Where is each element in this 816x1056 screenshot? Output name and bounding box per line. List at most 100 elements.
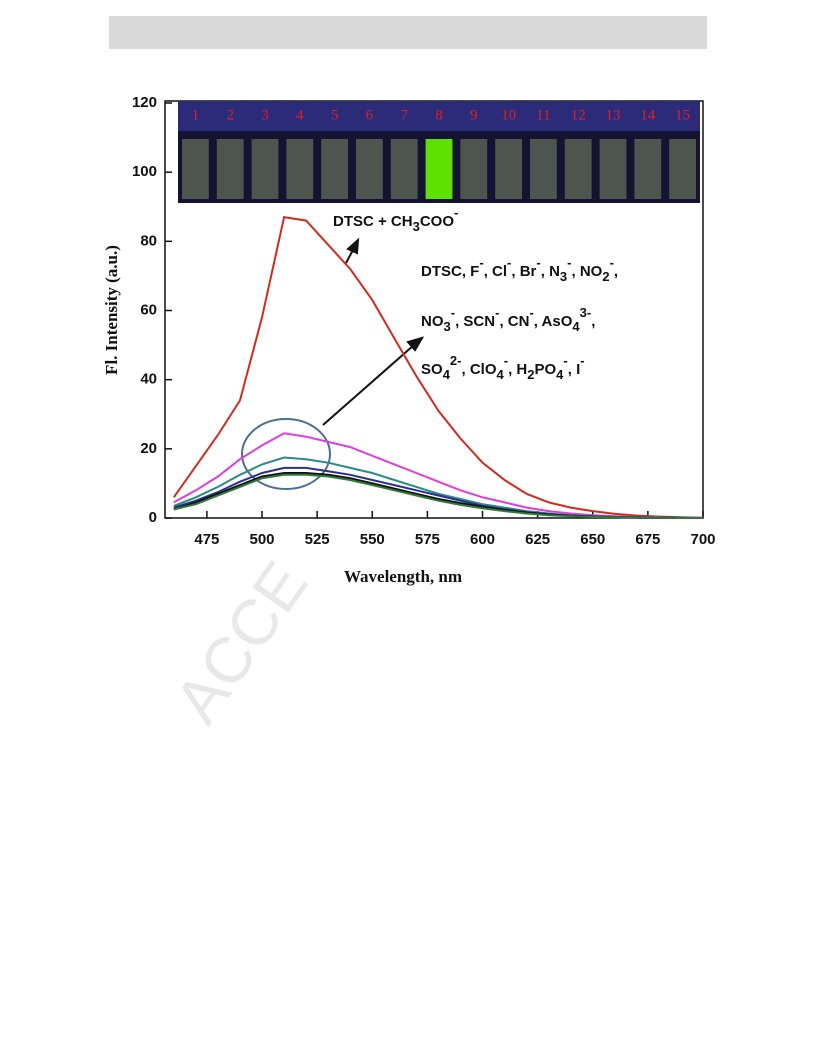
vial-label: 8 (435, 107, 443, 123)
annotation: DTSC, F-​, Cl-​, Br-​, N3​-​, NO2​-​, (421, 255, 618, 284)
annotation-part: 3- (580, 305, 592, 320)
vial-label: 13 (606, 107, 621, 123)
annotation-part: - (507, 255, 511, 270)
annotation-part: - (563, 353, 567, 368)
annotation-part: 4 (497, 367, 505, 382)
annotation-part: PO (534, 361, 556, 378)
y-tick-label: 120 (132, 94, 157, 111)
y-tick-label: 20 (140, 440, 157, 457)
vial (530, 139, 557, 199)
annotation-part: - (580, 353, 584, 368)
annotation-part: 4 (572, 319, 580, 334)
watermark: ACCE (160, 549, 321, 736)
vial-label: 4 (296, 107, 304, 123)
inset-photo: 1 2 3 4 5 6 7 8 9 10 11 12 13 14 15 (178, 101, 700, 203)
annotation-part: - (529, 305, 533, 320)
annotation-part: - (567, 255, 571, 270)
annotation-part: 2 (527, 367, 534, 382)
vial-label: 10 (501, 107, 516, 123)
vial (356, 139, 383, 199)
annotation-part: , (591, 313, 595, 330)
vial (669, 139, 696, 199)
annotation-part: , AsO (534, 313, 573, 330)
annotation-part: COO (420, 213, 455, 230)
series-line (173, 456, 704, 519)
y-tick-label: 80 (140, 232, 157, 249)
annotation-part: , ClO (461, 361, 496, 378)
annotation-part: , H (508, 361, 527, 378)
annotation-part: DTSC + CH (333, 213, 413, 230)
annotation-part: SO (421, 361, 443, 378)
annotation-part: NO (421, 313, 444, 330)
vial-label: 6 (366, 107, 374, 123)
vial-label: 14 (640, 107, 656, 123)
vial (286, 139, 314, 199)
vial (251, 139, 279, 199)
annotation-part: 3 (444, 319, 451, 334)
annotation-part: 4 (556, 367, 564, 382)
vial (599, 139, 627, 199)
vial (321, 139, 348, 199)
annotation-part: - (479, 255, 483, 270)
annotation: NO3​-​, SCN-​, CN-​, AsO4​3-​, (421, 305, 595, 334)
x-tick-label: 500 (250, 531, 275, 548)
annotation-part: , CN (499, 313, 529, 330)
series-line (172, 215, 704, 519)
vial-label: 7 (400, 107, 408, 123)
vial (390, 139, 418, 199)
annotation-part: - (454, 205, 458, 220)
x-tick-label: 650 (580, 531, 605, 548)
annotation-part: - (504, 353, 508, 368)
annotation: SO4​2-​, ClO4​-​, H2​PO4​-​, I-​ (421, 353, 585, 382)
annotation-part: 4 (443, 367, 451, 382)
y-tick-label: 40 (140, 371, 157, 388)
inset-glow (178, 101, 700, 131)
vial (634, 139, 662, 199)
x-tick-label: 475 (194, 531, 219, 548)
vial (216, 139, 244, 199)
annotation-part: , Cl (484, 263, 507, 280)
x-tick-label: 675 (635, 531, 660, 548)
annotation-part: 2- (450, 353, 462, 368)
vial-label: 12 (571, 107, 586, 123)
series-line (173, 473, 703, 519)
annotation-part: , Br (511, 263, 536, 280)
vial-label: 1 (192, 107, 200, 123)
vial (182, 139, 209, 199)
annotation-part: , I (568, 361, 581, 378)
vial-label: 2 (226, 107, 234, 123)
vial-label: 5 (331, 107, 339, 123)
x-tick-label: 525 (305, 531, 330, 548)
annotation-part: - (451, 305, 455, 320)
x-tick-label: 625 (525, 531, 550, 548)
annotation-part: , SCN (455, 313, 495, 330)
annotation-part: , NO (571, 263, 602, 280)
vial-label: 11 (536, 107, 550, 123)
annotation-part: , N (541, 263, 560, 280)
annotation-part: - (610, 255, 614, 270)
annotation-part: 3 (560, 269, 567, 284)
y-tick-label: 100 (132, 163, 157, 180)
arrows (322, 237, 425, 426)
annotation-part: - (495, 305, 499, 320)
x-axis-label: Wavelength, nm (344, 567, 462, 586)
annotation-part: 2 (602, 269, 609, 284)
y-tick-label: 60 (140, 301, 157, 318)
y-tick-label: 0 (149, 509, 157, 526)
vial-label: 3 (261, 107, 269, 123)
annotation: DTSC + CH3​COO-​ (333, 205, 458, 234)
highlight-ellipse (241, 418, 331, 490)
vial (425, 139, 453, 199)
x-tick-label: 550 (360, 531, 385, 548)
x-tick-label: 600 (470, 531, 495, 548)
y-axis-label: Fl. Intensity (a.u.) (102, 245, 121, 375)
vial-label: 15 (675, 107, 690, 123)
vial (460, 139, 488, 199)
header-bar (109, 16, 707, 49)
x-tick-label: 700 (690, 531, 715, 548)
vial (564, 139, 592, 199)
annotation-part: , (614, 263, 618, 280)
annotation-part: - (536, 255, 540, 270)
annotation-part: 3 (413, 219, 420, 234)
